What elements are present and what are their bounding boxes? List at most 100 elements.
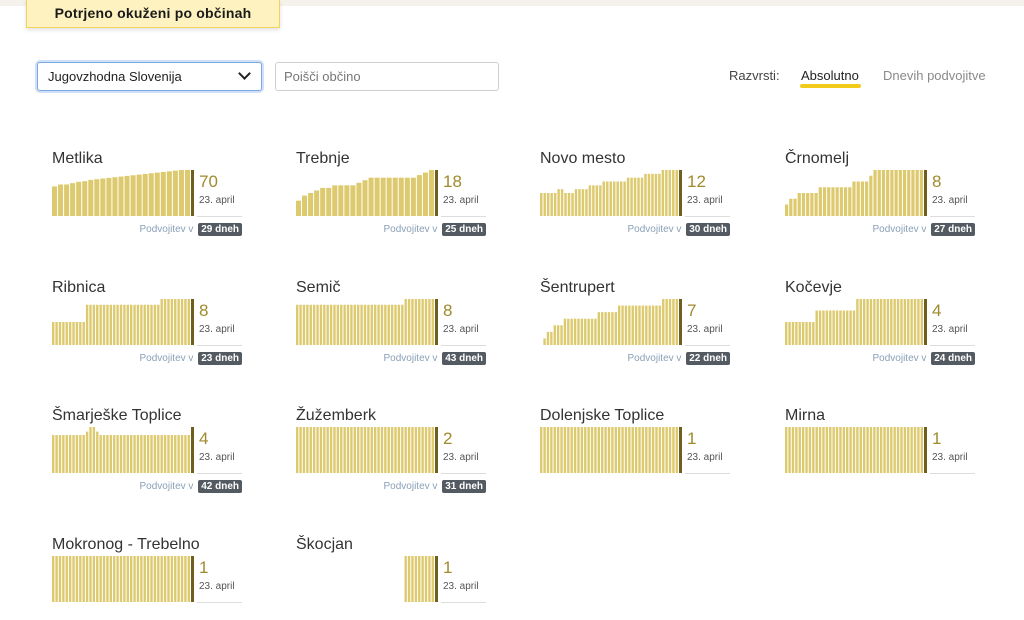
chart-bar — [553, 193, 557, 216]
chart-bar — [296, 427, 299, 473]
search-input[interactable] — [275, 62, 499, 91]
chart-bar — [411, 299, 414, 345]
chart-bar — [52, 322, 55, 345]
chart-bar — [146, 556, 150, 602]
chart-bar — [357, 304, 360, 345]
chart-bar — [126, 556, 129, 602]
chart-bar — [367, 427, 370, 473]
doubling-info: Podvojitev v 42 dneh — [140, 480, 242, 493]
chart-bar — [384, 304, 387, 345]
chart-bar — [89, 427, 92, 473]
chart-bar — [89, 556, 92, 602]
region-select[interactable]: Jugovzhodna Slovenija — [37, 62, 262, 91]
chart-bar — [570, 427, 573, 473]
chart-bar — [390, 304, 394, 345]
chart-bar — [658, 427, 662, 473]
chart-bar — [85, 556, 89, 602]
chart-current-marker — [924, 170, 927, 216]
chart-bar — [100, 178, 106, 216]
chart-bar — [665, 427, 668, 473]
chart-current-marker — [435, 170, 438, 216]
municipality-card[interactable]: Kočevje 4 23. april Podvojitev v 24 dneh — [785, 279, 975, 389]
chart-bar — [326, 427, 329, 473]
chart-bar — [150, 304, 153, 345]
sort-absolute-option[interactable]: Absolutno — [800, 68, 861, 88]
chart-bar — [886, 299, 890, 345]
municipality-chart — [404, 556, 438, 602]
chart-bar — [675, 170, 679, 216]
chart-bar — [567, 427, 570, 473]
chart-bar — [79, 435, 82, 473]
municipality-chart — [52, 299, 194, 345]
municipality-card[interactable]: Šmarješke Toplice 4 23. april Podvojitev… — [52, 407, 242, 517]
chart-bar — [835, 310, 839, 345]
chart-bar — [903, 427, 907, 473]
municipality-card[interactable]: Trebnje 18 23. april Podvojitev v 25 dne… — [296, 150, 486, 260]
chart-bar — [546, 331, 550, 345]
chart-bar — [846, 427, 849, 473]
municipality-name: Novo mesto — [540, 150, 626, 167]
municipality-card[interactable]: Novo mesto 12 23. april Podvojitev v 30 … — [540, 150, 730, 260]
municipality-card[interactable]: Žužemberk 2 23. april Podvojitev v 31 dn… — [296, 407, 486, 517]
divider — [441, 345, 486, 346]
municipality-card[interactable]: Šentrupert 7 23. april Podvojitev v 22 d… — [540, 279, 730, 389]
chart-bar — [82, 435, 85, 473]
chart-bar — [624, 305, 628, 345]
region-select-value: Jugovzhodna Slovenija — [48, 69, 182, 84]
case-date: 23. april — [443, 581, 479, 592]
chart-bar — [65, 322, 68, 345]
municipality-card[interactable]: Škocjan 1 23. april — [296, 536, 486, 620]
chart-bar — [852, 181, 856, 216]
chart-bar — [812, 322, 815, 345]
chart-bar — [332, 185, 338, 216]
municipality-card[interactable]: Semič 8 23. april Podvojitev v 43 dneh — [296, 279, 486, 389]
chart-bar — [599, 185, 602, 216]
municipality-card[interactable]: Dolenjske Toplice 1 23. april — [540, 407, 730, 517]
chart-bar — [143, 556, 146, 602]
chart-bar — [299, 304, 302, 345]
chart-bar — [675, 427, 678, 473]
doubling-info: Podvojitev v 29 dneh — [140, 223, 242, 236]
chart-bar — [136, 435, 140, 473]
chart-bar — [564, 193, 567, 216]
chart-bar — [859, 299, 862, 345]
chart-bar — [557, 189, 560, 216]
chart-current-marker — [191, 556, 194, 602]
chart-bar — [136, 556, 140, 602]
municipality-card[interactable]: Mokronog - Trebelno 1 23. april — [52, 536, 242, 620]
municipality-chart — [785, 299, 927, 345]
chart-bar — [638, 305, 641, 345]
sort-doubling-option[interactable]: Dnevih podvojitve — [883, 68, 986, 83]
chart-bar — [822, 310, 825, 345]
chart-bar — [99, 556, 102, 602]
chart-bar — [353, 427, 357, 473]
chart-bar — [72, 556, 75, 602]
chart-bar — [806, 193, 810, 216]
chart-bar — [869, 427, 873, 473]
chart-bar — [133, 304, 136, 345]
chart-bar — [118, 176, 124, 216]
chart-bar — [810, 193, 814, 216]
divider — [197, 216, 242, 217]
chart-bar — [668, 427, 672, 473]
chart-bar — [879, 299, 883, 345]
municipality-card[interactable]: Mirna 1 23. april — [785, 407, 975, 517]
chart-bar — [177, 435, 180, 473]
doubling-info: Podvojitev v 23 dneh — [140, 352, 242, 365]
chart-bar — [805, 322, 808, 345]
divider — [930, 345, 975, 346]
chart-bar — [647, 173, 651, 216]
chart-bar — [133, 435, 136, 473]
chart-bar — [336, 427, 340, 473]
chart-bar — [390, 427, 394, 473]
chart-bar — [92, 304, 96, 345]
chart-bar — [350, 185, 356, 216]
municipality-card[interactable]: Ribnica 8 23. april Podvojitev v 23 dneh — [52, 279, 242, 389]
chart-bar — [424, 556, 428, 602]
chart-bar — [805, 427, 808, 473]
chart-bar — [119, 435, 123, 473]
chart-bar — [336, 304, 340, 345]
municipality-card[interactable]: Črnomelj 8 23. april Podvojitev v 27 dne… — [785, 150, 975, 260]
municipality-card[interactable]: Metlika 70 23. april Podvojitev v 29 dne… — [52, 150, 242, 260]
chart-bar — [915, 170, 919, 216]
